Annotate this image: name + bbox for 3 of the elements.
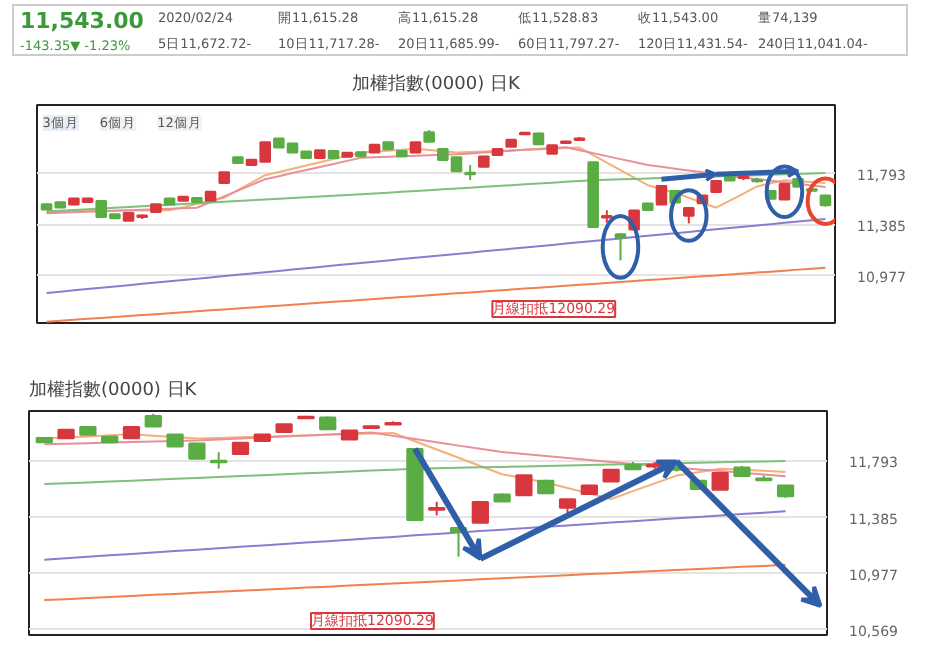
- text: 11,543.00: [20, 6, 146, 38]
- chart-title: 加權指數(0000) 日K: [29, 379, 199, 401]
- chart-title: 加權指數(0000) 日K: [352, 73, 522, 95]
